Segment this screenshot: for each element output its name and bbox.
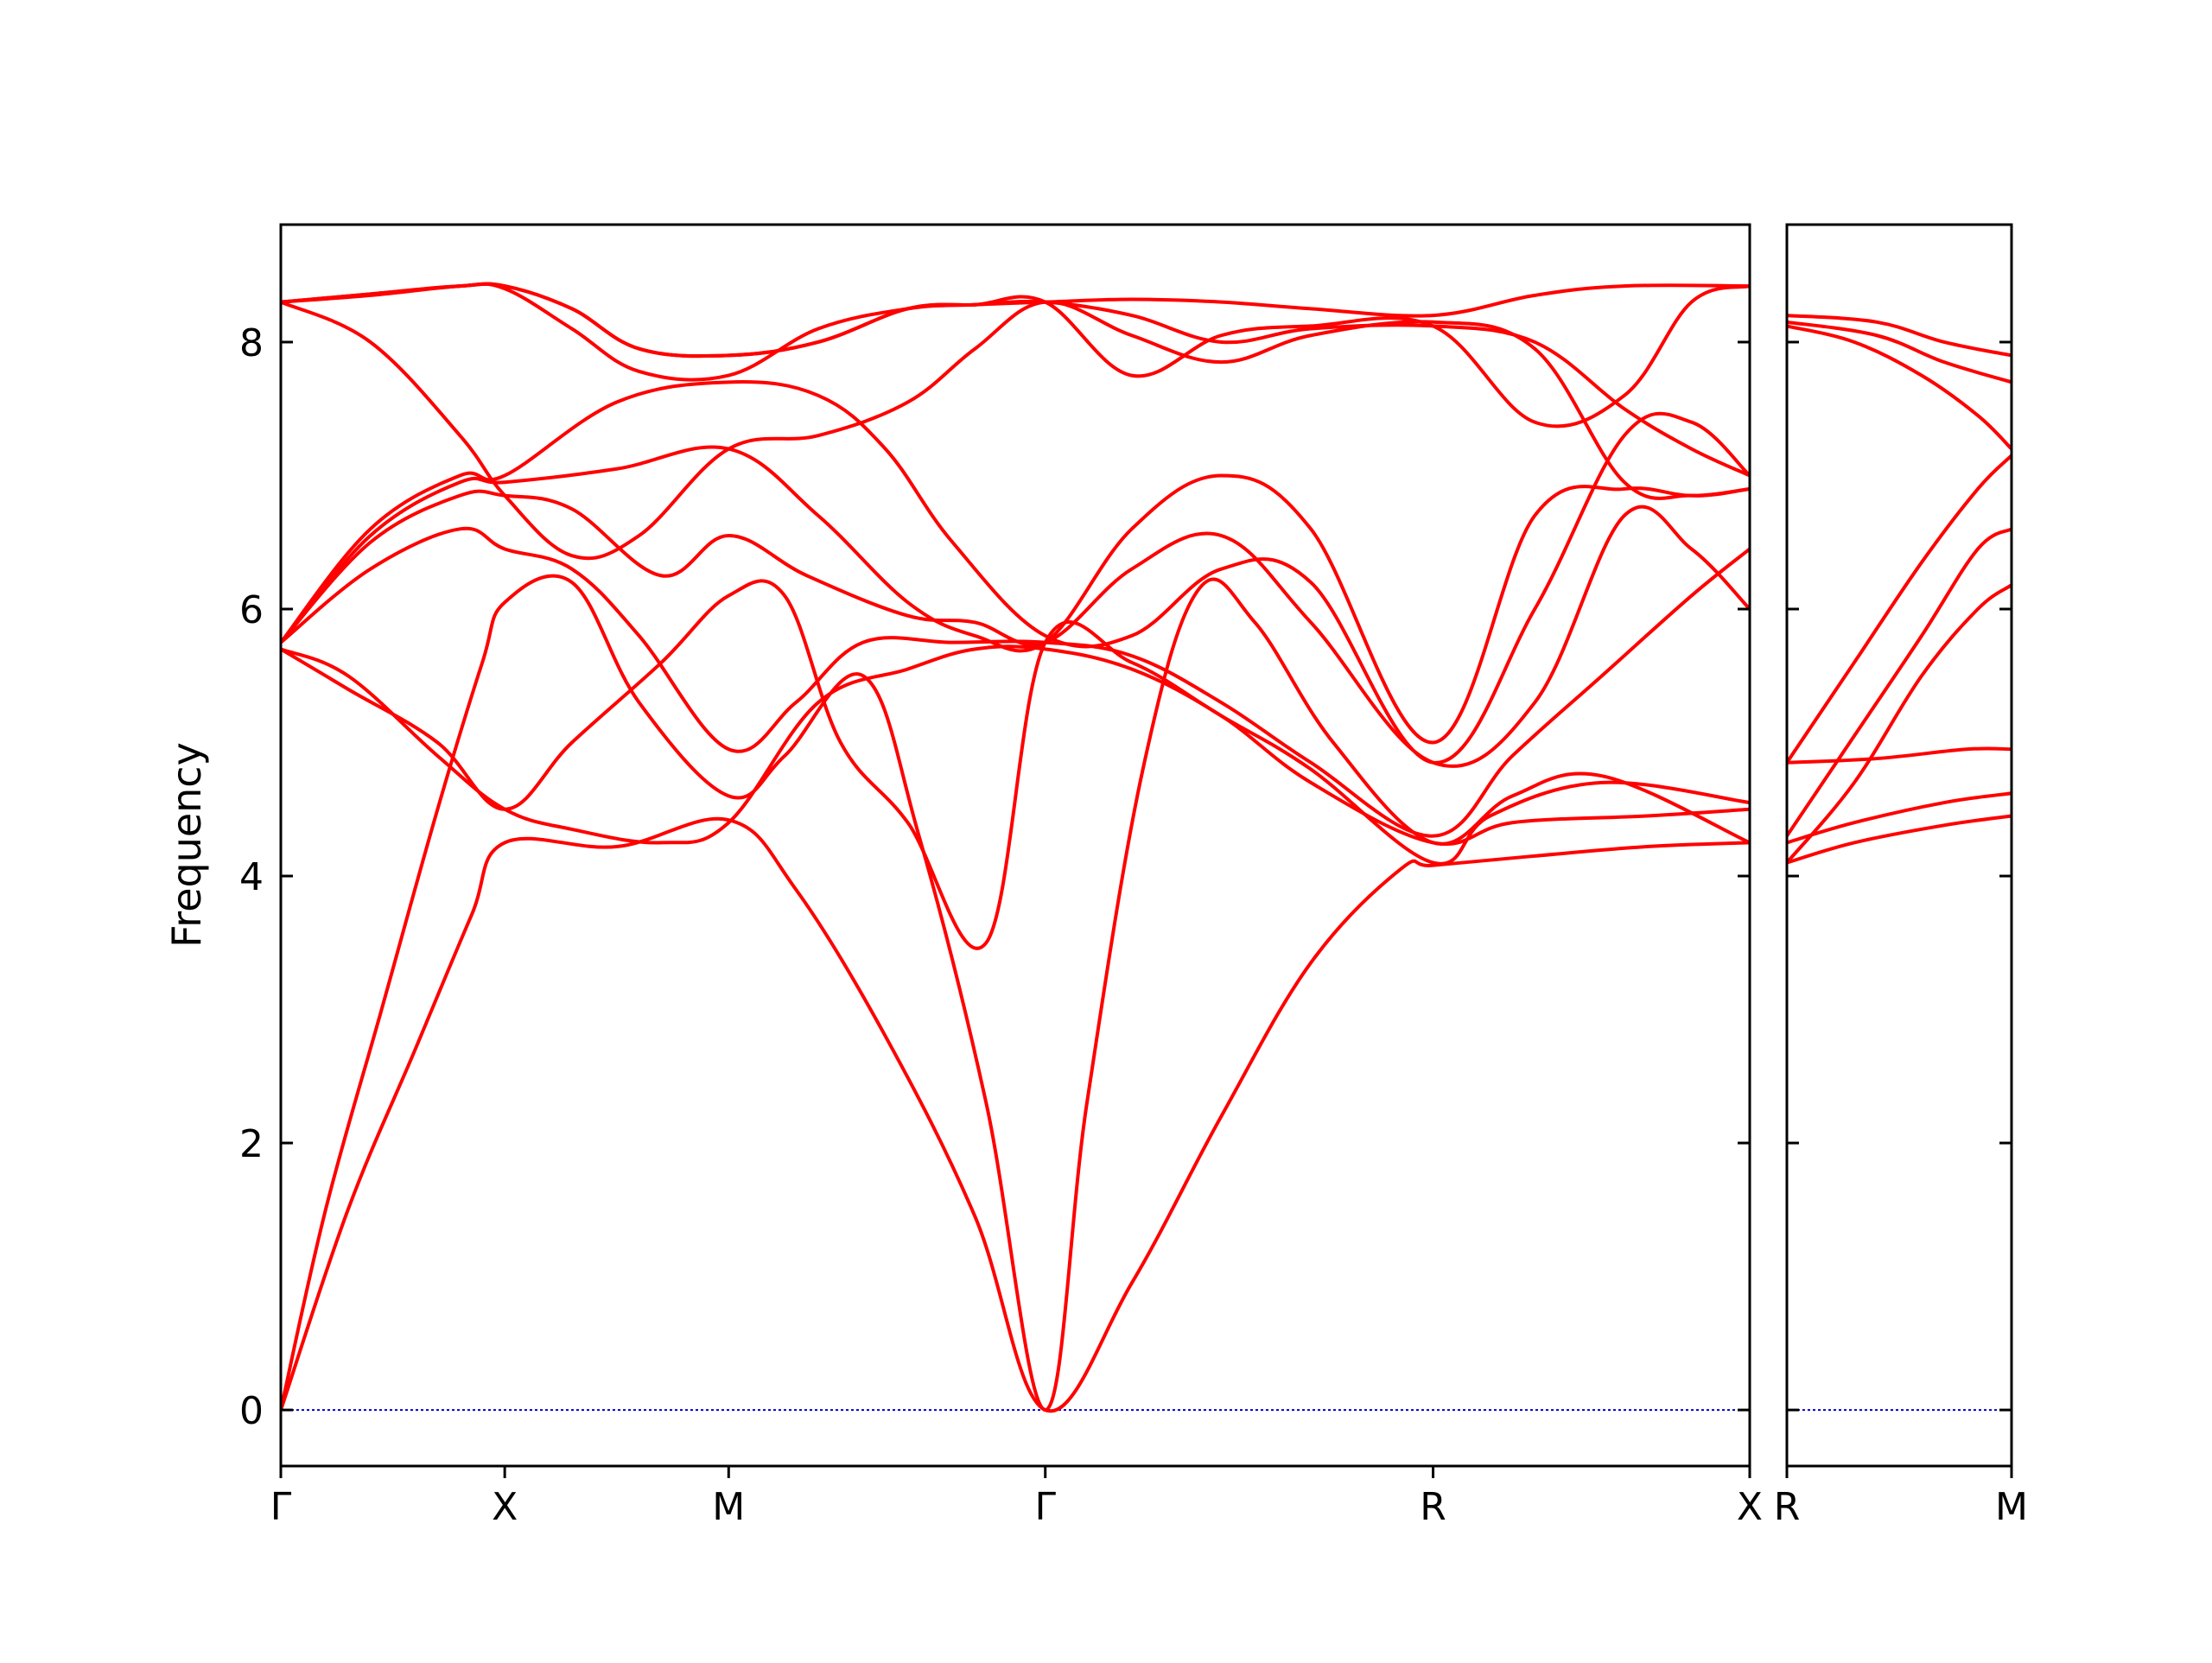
xtick-label-main-1: X bbox=[492, 1485, 518, 1529]
ytick-label-4: 4 bbox=[239, 855, 264, 899]
xtick-label-main-5: X bbox=[1737, 1485, 1763, 1529]
xtick-label-main-4: R bbox=[1420, 1485, 1446, 1529]
band-s1 bbox=[1787, 814, 2012, 865]
band-b5 bbox=[281, 526, 1750, 838]
band-b9 bbox=[281, 300, 1750, 561]
band-b3 bbox=[281, 644, 1750, 846]
band-b2 bbox=[281, 574, 1750, 1412]
ytick-label-8: 8 bbox=[239, 321, 264, 365]
band-s4 bbox=[1787, 583, 2012, 865]
y-axis-label: Frequency bbox=[163, 742, 210, 948]
panel-main: 0 2 4 6 8 Γ X M Γ R X bbox=[239, 223, 1763, 1529]
axes-frame-main bbox=[279, 223, 1751, 1468]
ytick-label-0: 0 bbox=[239, 1389, 264, 1433]
band-b1 bbox=[281, 816, 1750, 1413]
band-b4 bbox=[281, 579, 1750, 950]
band-s5 bbox=[1787, 527, 2012, 838]
band-b7 bbox=[281, 445, 1750, 745]
band-s3 bbox=[1787, 746, 2012, 765]
band-s8 bbox=[1787, 320, 2012, 384]
band-s7 bbox=[1787, 324, 2012, 451]
xtick-label-side-1: M bbox=[1995, 1485, 2028, 1529]
bands-side bbox=[1787, 314, 2012, 865]
band-s9 bbox=[1787, 314, 2012, 358]
xtick-label-side-0: R bbox=[1774, 1485, 1801, 1529]
band-b12 bbox=[281, 282, 1750, 428]
bands-main bbox=[281, 282, 1750, 1413]
band-b6 bbox=[281, 489, 1750, 768]
axes-frame-side bbox=[1785, 223, 2013, 1468]
band-s6 bbox=[1787, 454, 2012, 765]
xtick-label-main-0: Γ bbox=[270, 1485, 292, 1529]
ytick-label-6: 6 bbox=[239, 588, 264, 632]
ytick-label-2: 2 bbox=[239, 1122, 264, 1166]
xtick-label-main-2: M bbox=[712, 1485, 745, 1529]
xtick-label-main-3: Γ bbox=[1034, 1485, 1056, 1529]
band-s2 bbox=[1787, 791, 2012, 845]
band-b8 bbox=[281, 380, 1750, 765]
